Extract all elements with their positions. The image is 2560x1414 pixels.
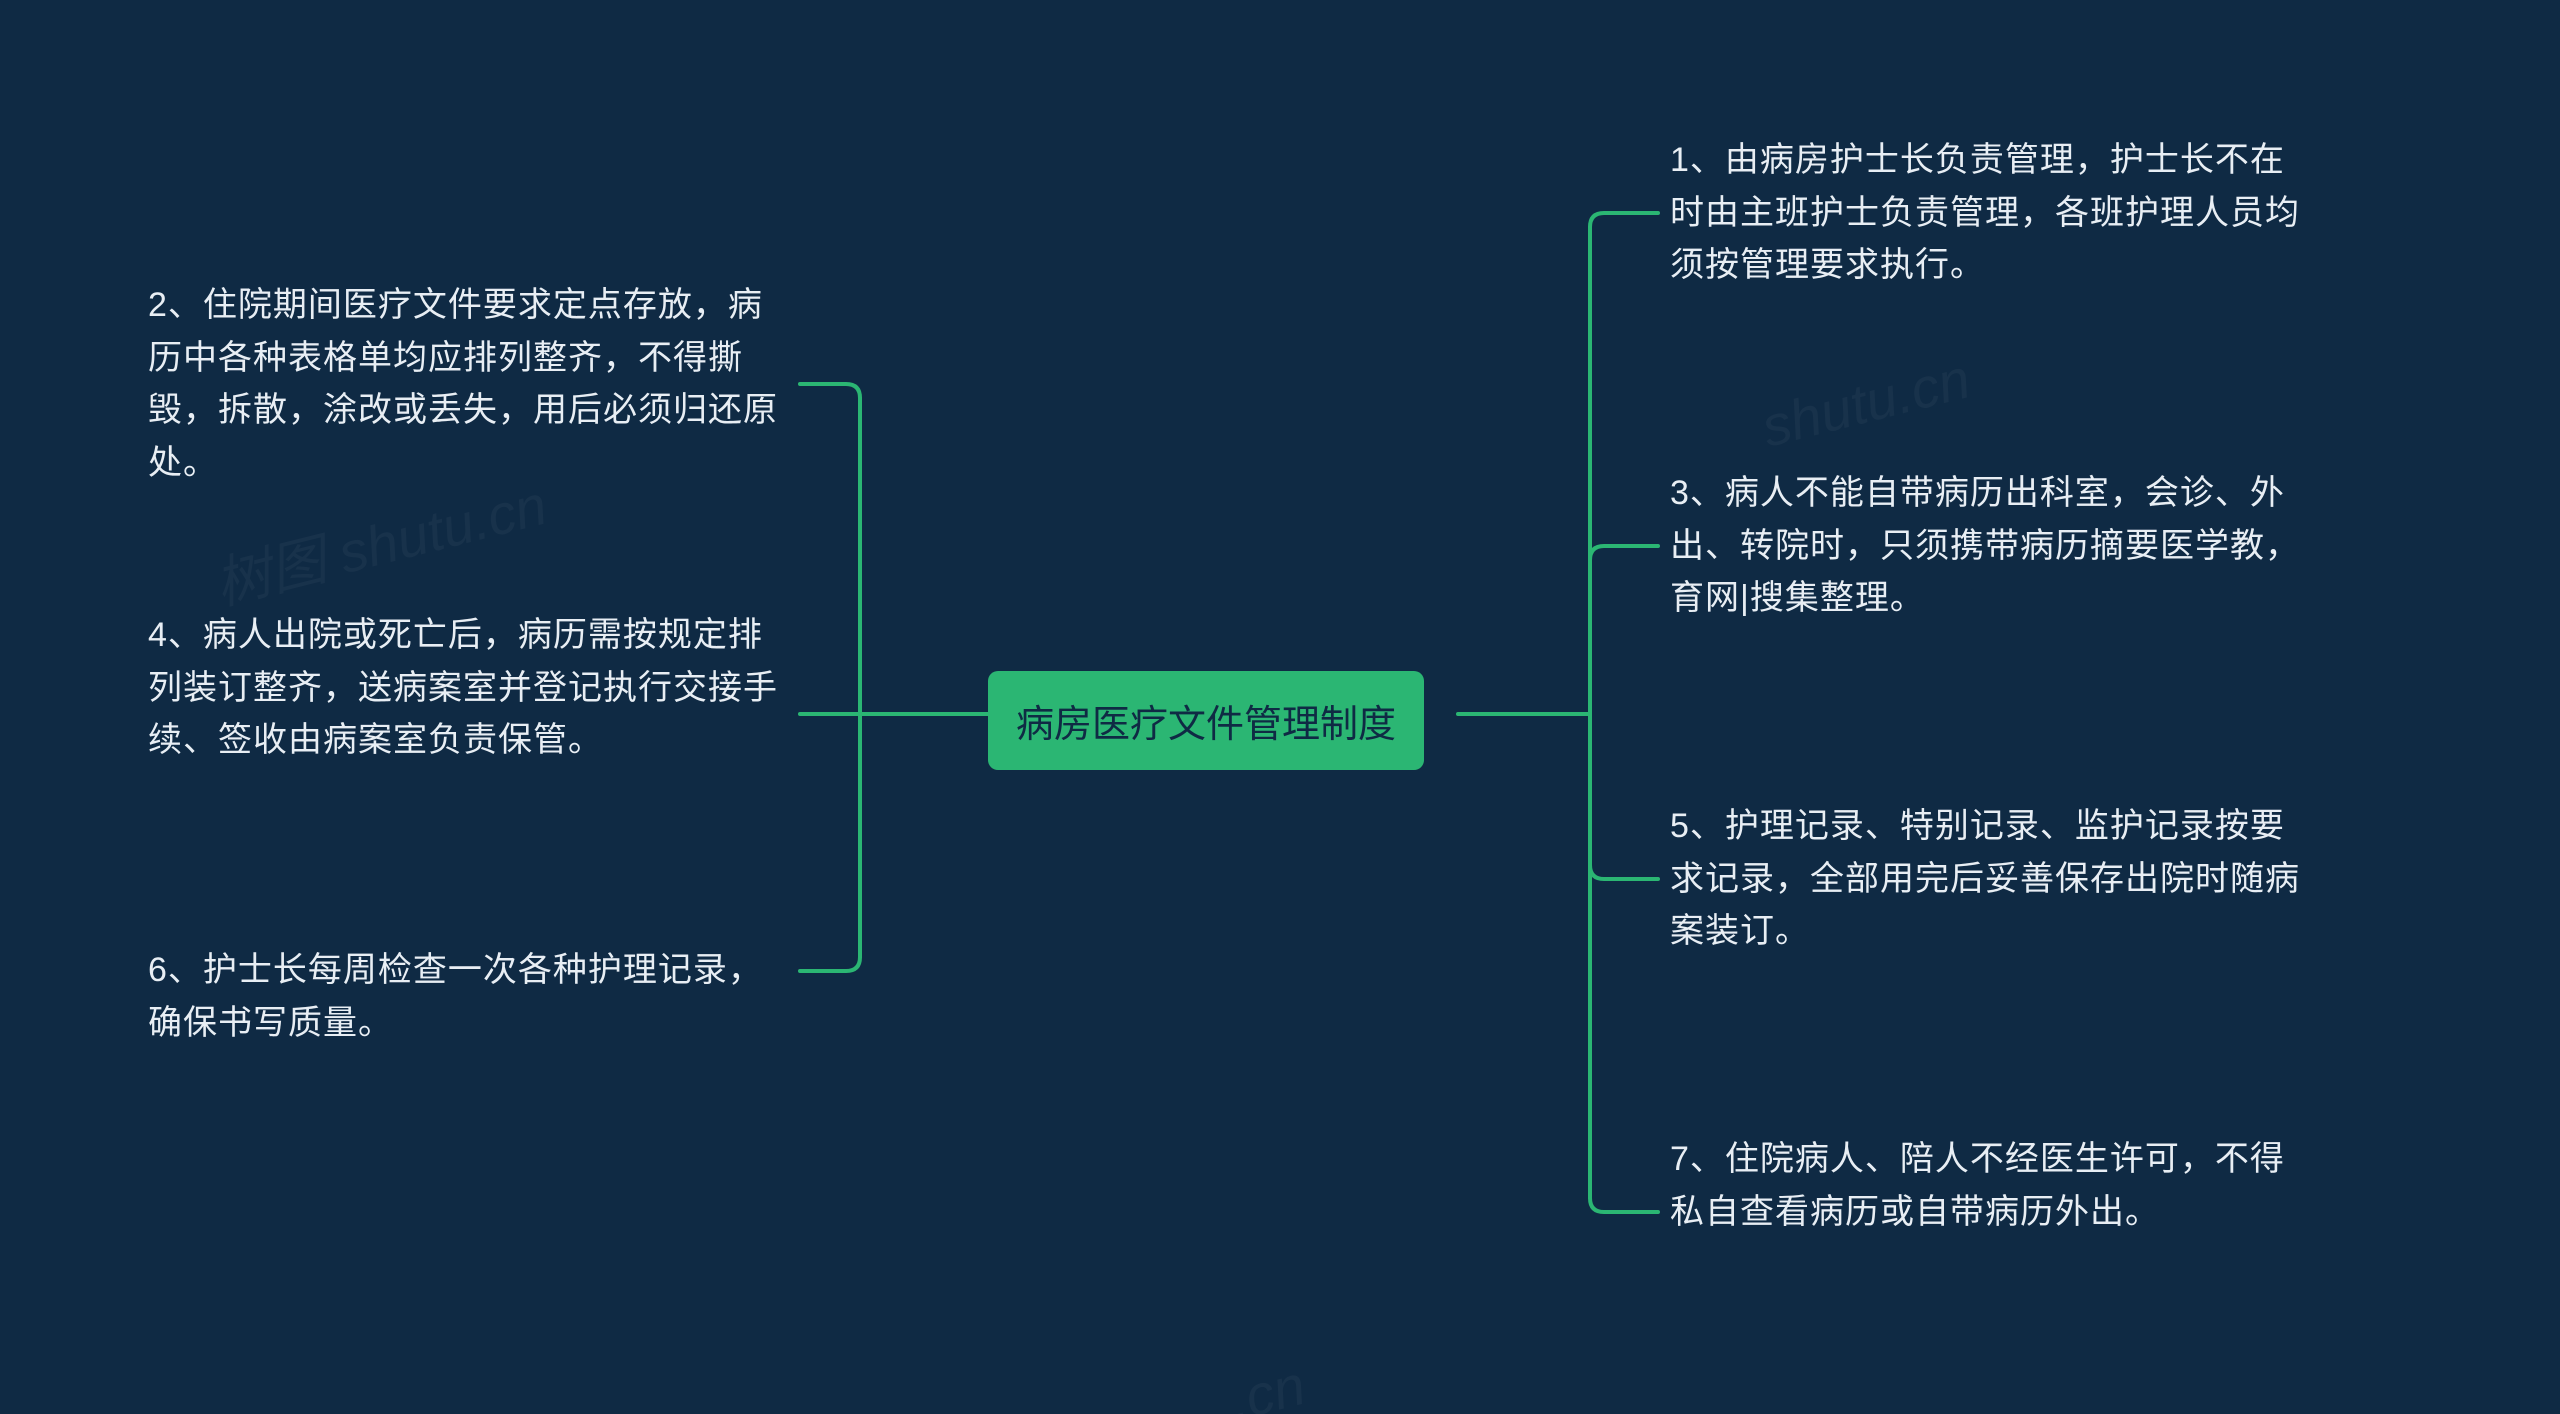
right-branch-3[interactable]: 7、住院病人、陪人不经医生许可，不得私自查看病历或自带病历外出。 — [1670, 1133, 2310, 1238]
center-node[interactable]: 病房医疗文件管理制度 — [988, 671, 1424, 770]
right-branch-2[interactable]: 5、护理记录、特别记录、监护记录按要求记录，全部用完后妥善保存出院时随病案装订。 — [1670, 800, 2310, 958]
right-branch-1[interactable]: 3、病人不能自带病历出科室，会诊、外出、转院时，只须携带病历摘要医学教，育网|搜… — [1670, 467, 2310, 625]
left-branch-0[interactable]: 2、住院期间医疗文件要求定点存放，病历中各种表格单均应排列整齐，不得撕毁，拆散，… — [148, 279, 788, 490]
left-branch-2[interactable]: 6、护士长每周检查一次各种护理记录，确保书写质量。 — [148, 944, 788, 1049]
watermark-2: .cn — [1223, 1352, 1311, 1414]
right-branch-0[interactable]: 1、由病房护士长负责管理，护士长不在时由主班护士负责管理，各班护理人员均须按管理… — [1670, 134, 2310, 292]
watermark-1: shutu.cn — [1755, 345, 1976, 459]
left-branch-1[interactable]: 4、病人出院或死亡后，病历需按规定排列装订整齐，送病案室并登记执行交接手续、签收… — [148, 609, 788, 767]
mindmap-canvas: 病房医疗文件管理制度 2、住院期间医疗文件要求定点存放，病历中各种表格单均应排列… — [0, 0, 2560, 1414]
